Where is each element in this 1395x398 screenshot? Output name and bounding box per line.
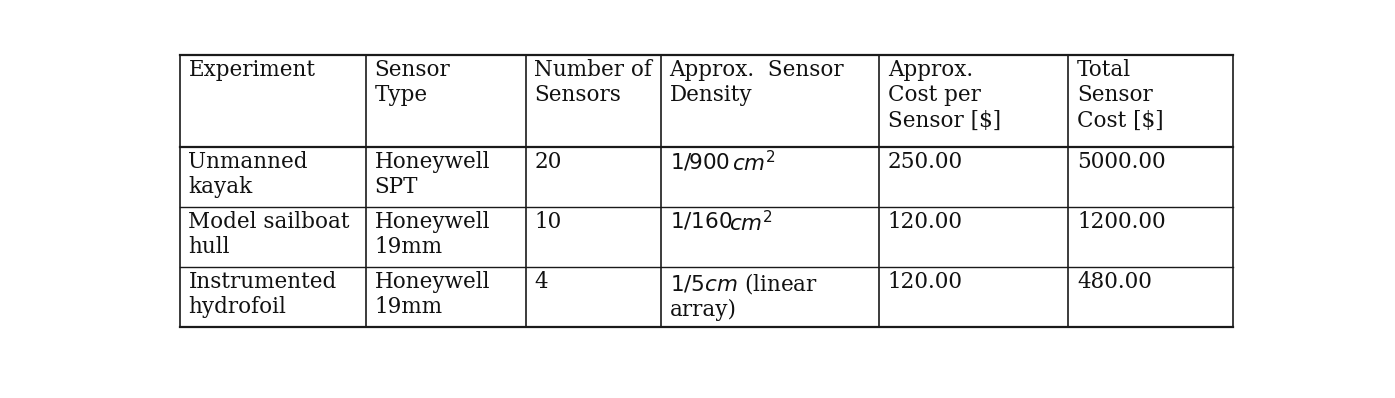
Text: Model sailboat
hull: Model sailboat hull — [188, 211, 350, 258]
Text: 120.00: 120.00 — [887, 271, 963, 293]
Text: 20: 20 — [534, 151, 562, 173]
Text: 1200.00: 1200.00 — [1077, 211, 1166, 233]
Text: 4: 4 — [534, 271, 548, 293]
Text: $1/5cm$ (linear
array): $1/5cm$ (linear array) — [670, 271, 817, 321]
Text: Approx.  Sensor
Density: Approx. Sensor Density — [670, 59, 844, 107]
Text: Honeywell
19mm: Honeywell 19mm — [374, 271, 490, 318]
Text: 480.00: 480.00 — [1077, 271, 1152, 293]
Text: 250.00: 250.00 — [887, 151, 963, 173]
Text: Honeywell
19mm: Honeywell 19mm — [374, 211, 490, 258]
Text: Instrumented
hydrofoil: Instrumented hydrofoil — [188, 271, 336, 318]
Text: Total
Sensor
Cost [$]: Total Sensor Cost [$] — [1077, 59, 1163, 132]
Text: $cm^2$: $cm^2$ — [732, 151, 776, 176]
Text: Number of
Sensors: Number of Sensors — [534, 59, 653, 107]
Text: 120.00: 120.00 — [887, 211, 963, 233]
Text: $cm^2$: $cm^2$ — [730, 211, 773, 236]
Text: Honeywell
SPT: Honeywell SPT — [374, 151, 490, 199]
Text: 10: 10 — [534, 211, 562, 233]
Text: $1/160$: $1/160$ — [670, 211, 732, 233]
Text: Experiment: Experiment — [188, 59, 315, 81]
Text: Unmanned
kayak: Unmanned kayak — [188, 151, 308, 199]
Text: Sensor
Type: Sensor Type — [374, 59, 451, 107]
Text: 5000.00: 5000.00 — [1077, 151, 1166, 173]
Text: $1/900$: $1/900$ — [670, 151, 730, 173]
Text: Approx.
Cost per
Sensor [$]: Approx. Cost per Sensor [$] — [887, 59, 1002, 132]
